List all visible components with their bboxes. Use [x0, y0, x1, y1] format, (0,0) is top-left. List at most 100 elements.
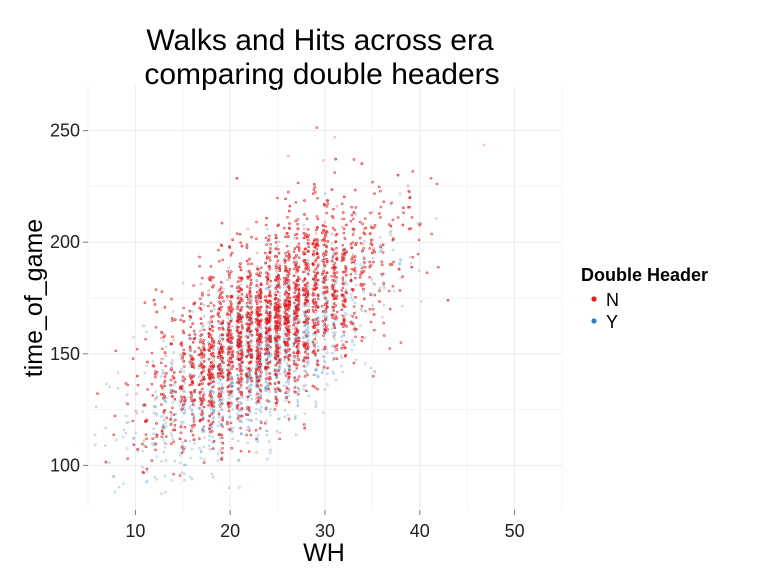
data-point: [258, 358, 262, 362]
data-point: [305, 340, 309, 343]
data-point: [141, 465, 144, 469]
data-point: [266, 384, 270, 387]
data-point: [343, 311, 347, 315]
data-point: [209, 388, 213, 392]
data-point: [239, 342, 243, 346]
data-point: [165, 396, 168, 400]
data-point: [287, 394, 291, 398]
data-point: [266, 346, 270, 349]
data-point: [256, 433, 260, 437]
data-point: [265, 330, 269, 333]
data-point: [264, 352, 267, 356]
data-point: [221, 356, 224, 360]
data-point: [264, 386, 267, 390]
data-point: [249, 302, 253, 305]
data-point: [154, 405, 158, 409]
data-point: [220, 390, 224, 394]
data-point: [238, 420, 242, 423]
data-point: [314, 373, 318, 377]
data-point: [255, 377, 259, 381]
data-point: [259, 410, 263, 414]
data-point: [325, 347, 329, 351]
data-point: [198, 383, 202, 387]
data-point: [278, 357, 281, 361]
data-point: [276, 341, 280, 344]
data-point: [283, 348, 286, 351]
data-point: [230, 381, 234, 384]
data-point: [275, 388, 279, 392]
data-point: [295, 303, 299, 307]
data-point: [322, 297, 326, 300]
data-point: [236, 330, 239, 334]
data-point: [115, 438, 118, 442]
data-point: [294, 332, 298, 336]
data-point: [219, 408, 223, 412]
data-point: [331, 285, 335, 289]
data-point: [197, 375, 201, 379]
data-point: [257, 285, 260, 289]
data-point: [219, 322, 223, 326]
data-point: [246, 304, 249, 308]
data-point: [104, 444, 107, 447]
data-point: [276, 350, 280, 354]
data-point: [255, 402, 259, 406]
data-point: [249, 328, 253, 332]
data-point: [287, 303, 291, 306]
data-point: [314, 286, 318, 290]
data-point: [267, 400, 271, 404]
data-point: [199, 361, 203, 365]
data-point: [217, 381, 220, 385]
data-point: [201, 418, 205, 422]
data-point: [322, 330, 326, 334]
data-point: [389, 203, 393, 206]
data-point: [202, 324, 205, 327]
data-point: [286, 337, 289, 341]
data-point: [254, 367, 258, 370]
data-point: [322, 355, 326, 359]
data-point: [380, 274, 384, 278]
data-point: [199, 389, 202, 393]
data-point: [307, 342, 311, 345]
data-point: [334, 378, 338, 382]
data-point: [207, 321, 210, 324]
data-point: [312, 280, 316, 283]
data-point: [208, 414, 211, 417]
data-point: [369, 366, 373, 370]
data-point: [216, 289, 220, 293]
data-point: [274, 391, 277, 394]
data-point: [152, 427, 156, 431]
data-point: [302, 310, 306, 313]
data-point: [237, 332, 240, 336]
data-point: [297, 346, 301, 349]
data-point: [360, 250, 364, 254]
data-point: [208, 392, 212, 396]
data-point: [287, 368, 291, 372]
data-point: [267, 338, 271, 342]
data-point: [305, 321, 309, 324]
data-point: [245, 407, 249, 411]
data-point: [250, 344, 253, 348]
data-point: [249, 320, 253, 323]
data-point: [398, 258, 402, 261]
data-point: [207, 325, 211, 329]
data-point: [229, 427, 233, 430]
data-point: [183, 407, 187, 411]
data-point: [241, 380, 244, 384]
data-point: [264, 328, 268, 332]
data-point: [296, 303, 299, 306]
data-point: [239, 315, 242, 319]
data-point: [246, 336, 250, 340]
data-point: [277, 365, 281, 369]
data-point: [239, 362, 242, 365]
data-point: [229, 334, 233, 338]
data-point: [207, 372, 211, 375]
data-point: [332, 335, 336, 339]
data-point: [296, 398, 299, 402]
data-point: [246, 441, 250, 445]
data-point: [245, 323, 249, 327]
data-point: [227, 350, 231, 354]
data-point: [292, 341, 296, 344]
data-point: [321, 273, 324, 276]
data-point: [217, 367, 221, 370]
data-point: [228, 415, 231, 419]
